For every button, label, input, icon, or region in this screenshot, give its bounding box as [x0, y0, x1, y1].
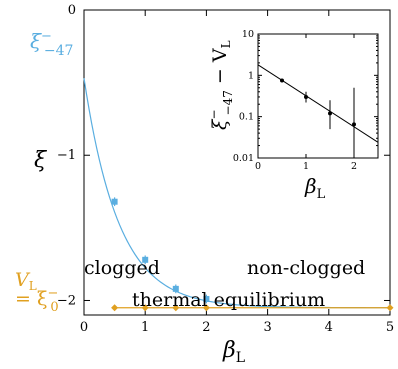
xi-series-points	[111, 197, 210, 304]
x-tick-label: 0	[80, 320, 88, 335]
inset-chart: 0 1 2 10 1 0.1 0.01 ξ−−47 − VL βL	[207, 29, 379, 202]
main-axis-tick-labels: 0 1 2 3 4 5 0 −1 −2	[57, 3, 394, 335]
inset-y-tick-label: 10	[242, 29, 254, 40]
x-tick-label: 1	[141, 320, 149, 335]
xi-point	[111, 198, 118, 205]
inset-point	[328, 111, 332, 116]
y-tick-label: −2	[57, 293, 76, 308]
main-chart: 0 1 2 3 4 50−1−2 ξ− −47 VL = ξ− 0 ξ βL clogged …	[15, 3, 394, 366]
inset-x-tick-label: 1	[303, 161, 309, 172]
x-tick-label: 4	[325, 320, 333, 335]
x-tick-label: 5	[386, 320, 394, 335]
inset-fit-line	[257, 64, 379, 143]
inset-plot-frame	[257, 33, 379, 159]
inset-point	[280, 78, 284, 83]
vl-point	[111, 304, 119, 312]
xi0-series-label: = ξ− 0	[15, 286, 59, 315]
y-tick-label: −1	[57, 148, 76, 163]
xi-point	[203, 296, 210, 303]
xi-series-label: ξ− −47	[30, 29, 73, 59]
inset-points	[280, 78, 356, 158]
inset-ylabel: ξ−−47 − VL	[207, 40, 235, 130]
vl-series-label: VL	[15, 269, 37, 293]
x-tick-label: 2	[202, 320, 210, 335]
inset-point	[304, 94, 308, 99]
inset-y-tick-label: 1	[248, 70, 254, 81]
y-tick-label: 0	[68, 3, 76, 18]
main-xlabel: βL	[222, 338, 245, 366]
xi-point	[142, 256, 149, 263]
annotation-non-clogged: non-clogged	[247, 257, 365, 279]
main-axis-ticks	[83, 9, 391, 315]
vl-point	[172, 304, 180, 312]
vl-point	[141, 304, 149, 312]
annotation-thermal-equilibrium: thermal equilibrium	[132, 289, 325, 311]
inset-y-tick-label: 0.01	[233, 153, 254, 164]
main-plot-frame	[83, 9, 391, 316]
annotation-clogged: clogged	[84, 257, 160, 279]
vl-point	[386, 304, 394, 312]
vl-point	[202, 304, 210, 312]
inset-point	[352, 122, 356, 127]
main-ylabel: ξ	[34, 148, 48, 173]
inset-axis-tick-labels: 0 1 2 10 1 0.1 0.01	[233, 29, 357, 172]
inset-x-tick-label: 0	[255, 161, 261, 172]
inset-axis-ticks	[257, 33, 378, 159]
inset-xlabel: βL	[304, 174, 326, 202]
xi-point	[172, 285, 179, 292]
vl-series-points	[111, 304, 394, 312]
x-tick-label: 3	[263, 320, 271, 335]
inset-x-tick-label: 2	[351, 161, 357, 172]
inset-y-tick-label: 0.1	[239, 112, 254, 123]
